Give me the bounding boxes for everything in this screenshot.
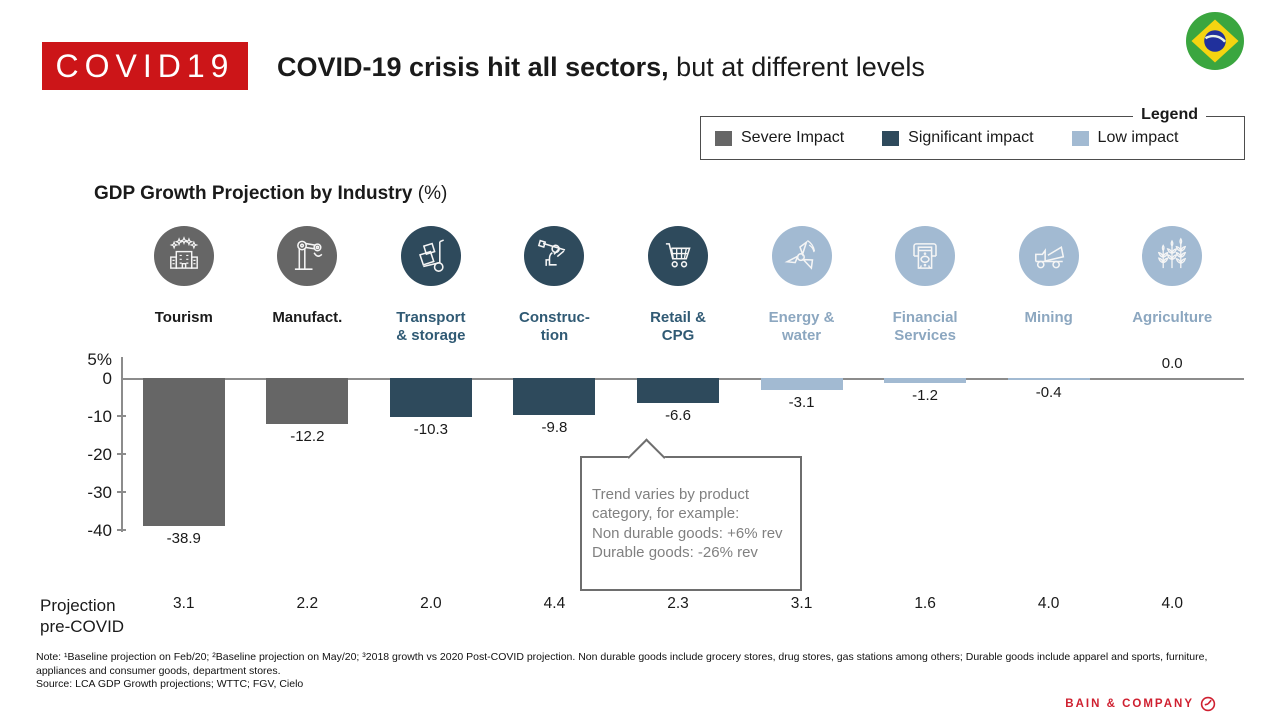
- page-title-rest: but at different levels: [668, 52, 925, 82]
- bar-construction: [513, 378, 596, 416]
- projection-value: 3.1: [172, 595, 195, 612]
- wind-turbine-icon: [784, 240, 815, 270]
- projection-value: 4.0: [1037, 595, 1060, 612]
- y-tick-label: 0: [102, 368, 112, 388]
- chart-title-suffix: (%): [412, 183, 448, 204]
- industry-label-financial: Financial Services: [892, 309, 958, 344]
- bar-value-label: -38.9: [166, 529, 201, 547]
- industry-label-tourism: Tourism: [154, 309, 213, 326]
- y-tick-mark: [117, 529, 126, 531]
- bar-value-label: -12.2: [290, 428, 325, 446]
- y-tick-mark: [117, 453, 126, 455]
- bar-retail: [636, 378, 719, 404]
- legend-item-label: Severe Impact: [741, 129, 845, 146]
- y-axis: [121, 357, 123, 532]
- industry-labels-row: Tourism Manufact. Transport & storage Co…: [122, 309, 1234, 345]
- projection-value: 2.3: [667, 595, 689, 612]
- y-tick-label: -20: [87, 444, 112, 464]
- y-tick-label: -40: [87, 520, 112, 540]
- bain-logo: BAIN & COMPANY: [1065, 696, 1216, 712]
- bain-compass-icon: [1200, 696, 1216, 712]
- covid19-badge: COVID19: [42, 42, 248, 90]
- projection-value: 1.6: [914, 595, 936, 612]
- bar-energy: [760, 378, 843, 390]
- legend-item-significant: Significant impact: [882, 129, 1034, 147]
- bain-logo-text: BAIN & COMPANY: [1065, 698, 1194, 710]
- industry-label-energy: Energy & water: [768, 309, 835, 344]
- industry-label-manufact: Manufact.: [272, 309, 343, 326]
- legend-title: Legend: [1133, 106, 1206, 124]
- projection-value: 4.4: [543, 595, 566, 612]
- severe-impact-swatch: [715, 130, 732, 146]
- y-tick-mark: [117, 415, 126, 417]
- industry-label-transport: Transport & storage: [396, 309, 466, 344]
- chart-title-main: GDP Growth Projection by Industry: [94, 183, 413, 204]
- industry-label-retail: Retail & CPG: [650, 309, 706, 344]
- bar-value-label: -6.6: [665, 407, 691, 425]
- dump-truck-icon: [1034, 245, 1064, 269]
- bar-mining: [1007, 378, 1090, 380]
- hotel-icon: [169, 236, 199, 269]
- wheat-icon: [1158, 237, 1187, 269]
- projection-value: 4.0: [1161, 595, 1183, 612]
- significant-impact-swatch: [882, 130, 900, 146]
- legend-item-severe: Severe Impact: [715, 129, 844, 147]
- y-tick-label: -10: [87, 406, 112, 426]
- bar-chart: 5% 0 -10 -20 -30 -40 -38.9 -12.2 -10.3 -…: [87, 350, 1244, 547]
- bar-value-label: 0.0: [1161, 355, 1183, 372]
- projection-value: 2.2: [296, 595, 319, 612]
- projection-row-label: Projection pre-COVID: [40, 596, 125, 636]
- projection-value: 3.1: [790, 595, 813, 612]
- footnotes: Note: ¹Baseline projection on Feb/20; ²B…: [36, 651, 1244, 692]
- industry-label-agriculture: Agriculture: [1132, 309, 1213, 326]
- bar-transport: [389, 378, 472, 418]
- robot-arm-icon: [295, 240, 323, 270]
- hand-truck-icon: [418, 239, 444, 272]
- bar-value-label: -1.2: [912, 386, 939, 404]
- shopping-cart-icon: [665, 243, 691, 268]
- chart-title: GDP Growth Projection by Industry (%): [94, 183, 447, 205]
- legend-item-label: Low impact: [1097, 129, 1179, 146]
- bar-value-label: -0.4: [1035, 383, 1062, 401]
- industry-label-mining: Mining: [1024, 309, 1073, 326]
- atm-icon: [913, 243, 937, 269]
- low-impact-swatch: [1071, 130, 1089, 146]
- bar-financial: [884, 378, 967, 383]
- note-text: Note: ¹Baseline projection on Feb/20; ²B…: [36, 651, 1208, 677]
- y-tick-mark: [117, 491, 126, 493]
- bar-value-label: -9.8: [541, 419, 568, 437]
- legend: Legend Severe Impact Significant impact …: [700, 106, 1245, 160]
- construction-worker-icon: [538, 239, 566, 266]
- bar-value-label: -10.3: [413, 421, 448, 439]
- brazil-flag-icon: [1186, 12, 1244, 70]
- y-tick-label: 5%: [87, 349, 112, 369]
- source-text: Source: LCA GDP Growth projections; WTTC…: [36, 678, 304, 690]
- page-title: COVID-19 crisis hit all sectors, but at …: [277, 52, 925, 83]
- bar-tourism: [142, 378, 225, 526]
- legend-item-low: Low impact: [1071, 129, 1179, 147]
- bar-value-label: -3.1: [788, 393, 815, 411]
- y-tick-label: -30: [87, 482, 112, 502]
- industry-icons-row: [122, 226, 1234, 288]
- page-title-bold: COVID-19 crisis hit all sectors,: [277, 52, 669, 82]
- annotation-text: Trend varies by product category, for ex…: [592, 485, 783, 562]
- legend-item-label: Significant impact: [908, 129, 1034, 146]
- annotation-callout: Trend varies by product category, for ex…: [580, 456, 802, 591]
- projection-value: 2.0: [420, 595, 442, 612]
- projection-values-row: 3.1 2.2 2.0 4.4 2.3 3.1 1.6 4.0 4.0: [122, 595, 1234, 613]
- industry-label-construction: Construc- tion: [519, 309, 590, 344]
- bar-manufact: [266, 378, 349, 425]
